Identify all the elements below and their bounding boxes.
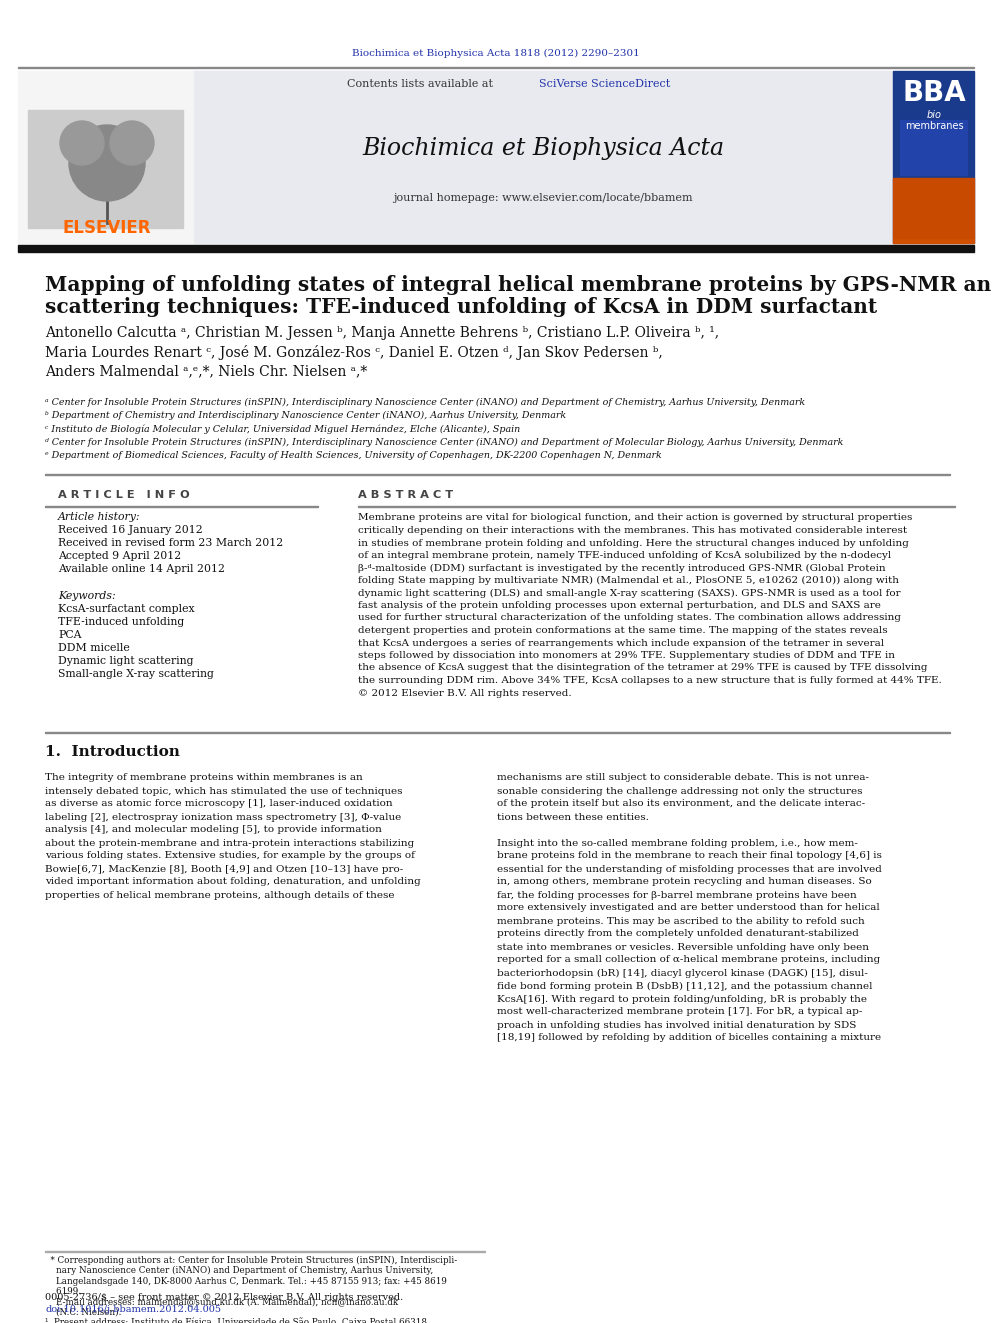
Text: mechanisms are still subject to considerable debate. This is not unrea-: mechanisms are still subject to consider…: [497, 774, 869, 782]
Text: state into membranes or vesicles. Reversible unfolding have only been: state into membranes or vesicles. Revers…: [497, 942, 869, 951]
Bar: [28, 110, 183, 228]
Text: journal homepage: www.elsevier.com/locate/bbamem: journal homepage: www.elsevier.com/locat…: [393, 193, 692, 202]
Text: ᵇ Department of Chemistry and Interdisciplinary Nanoscience Center (iNANO), Aarh: ᵇ Department of Chemistry and Interdisci…: [45, 411, 566, 421]
Text: Antonello Calcutta ᵃ, Christian M. Jessen ᵇ, Manja Annette Behrens ᵇ, Cristiano : Antonello Calcutta ᵃ, Christian M. Jesse…: [45, 325, 719, 340]
Text: more extensively investigated and are better understood than for helical: more extensively investigated and are be…: [497, 904, 880, 913]
Text: ᶜ Instituto de Biología Molecular y Celular, Universidad Miguel Hernández, Elche: ᶜ Instituto de Biología Molecular y Celu…: [45, 425, 520, 434]
Text: membrane proteins. This may be ascribed to the ability to refold such: membrane proteins. This may be ascribed …: [497, 917, 865, 926]
Text: proteins directly from the completely unfolded denaturant-stabilized: proteins directly from the completely un…: [497, 930, 859, 938]
Text: that KcsA undergoes a series of rearrangements which include expansion of the te: that KcsA undergoes a series of rearrang…: [358, 639, 884, 647]
Text: Langelandsgade 140, DK-8000 Aarhus C, Denmark. Tel.: +45 87155 913; fax: +45 861: Langelandsgade 140, DK-8000 Aarhus C, De…: [45, 1277, 446, 1286]
Text: 0005-2736/$ – see front matter © 2012 Elsevier B.V. All rights reserved.: 0005-2736/$ – see front matter © 2012 El…: [45, 1293, 404, 1302]
Text: ᵉ Department of Biomedical Sciences, Faculty of Health Sciences, University of C: ᵉ Department of Biomedical Sciences, Fac…: [45, 451, 662, 460]
Text: * Corresponding authors at: Center for Insoluble Protein Structures (inSPIN), In: * Corresponding authors at: Center for I…: [45, 1256, 457, 1265]
Text: detergent properties and protein conformations at the same time. The mapping of : detergent properties and protein conform…: [358, 626, 888, 635]
Text: Received in revised form 23 March 2012: Received in revised form 23 March 2012: [58, 538, 284, 548]
Text: the surrounding DDM rim. Above 34% TFE, KcsA collapses to a new structure that i: the surrounding DDM rim. Above 34% TFE, …: [358, 676, 941, 685]
Text: fide bond forming protein B (DsbB) [11,12], and the potassium channel: fide bond forming protein B (DsbB) [11,1…: [497, 982, 873, 991]
Text: Bowie[6,7], MacKenzie [8], Booth [4,9] and Otzen [10–13] have pro-: Bowie[6,7], MacKenzie [8], Booth [4,9] a…: [45, 864, 404, 873]
Text: [18,19] followed by refolding by addition of bicelles containing a mixture: [18,19] followed by refolding by additio…: [497, 1033, 881, 1043]
Text: A R T I C L E   I N F O: A R T I C L E I N F O: [58, 490, 189, 500]
Text: Biochimica et Biophysica Acta 1818 (2012) 2290–2301: Biochimica et Biophysica Acta 1818 (2012…: [352, 49, 640, 58]
Text: steps followed by dissociation into monomers at 29% TFE. Supplementary studies o: steps followed by dissociation into mono…: [358, 651, 895, 660]
Text: (N.C. Nielsen).: (N.C. Nielsen).: [45, 1308, 121, 1316]
Text: bacteriorhodopsin (bR) [14], diacyl glycerol kinase (DAGK) [15], disul-: bacteriorhodopsin (bR) [14], diacyl glyc…: [497, 968, 868, 978]
Text: BBA: BBA: [902, 79, 966, 107]
Bar: [18, 245, 974, 251]
Bar: [193, 71, 893, 243]
Text: various folding states. Extensive studies, for example by the groups of: various folding states. Extensive studie…: [45, 852, 415, 860]
Text: Biochimica et Biophysica Acta: Biochimica et Biophysica Acta: [362, 136, 724, 160]
Text: folding State mapping by multivariate NMR) (Malmendal et al., PlosONE 5, e10262 : folding State mapping by multivariate NM…: [358, 576, 899, 585]
Text: ¹  Present address: Instituto de Física, Universidade de São Paulo, Caixa Postal: ¹ Present address: Instituto de Física, …: [45, 1319, 430, 1323]
Text: essential for the understanding of misfolding processes that are involved: essential for the understanding of misfo…: [497, 864, 882, 873]
Text: of an integral membrane protein, namely TFE-induced unfolding of KcsA solubilize: of an integral membrane protein, namely …: [358, 550, 891, 560]
Text: dynamic light scattering (DLS) and small-angle X-ray scattering (SAXS). GPS-NMR : dynamic light scattering (DLS) and small…: [358, 589, 901, 598]
Text: reported for a small collection of α-helical membrane proteins, including: reported for a small collection of α-hel…: [497, 955, 880, 964]
Text: Maria Lourdes Renart ᶜ, José M. González-Ros ᶜ, Daniel E. Otzen ᵈ, Jan Skov Pede: Maria Lourdes Renart ᶜ, José M. González…: [45, 344, 663, 360]
Text: Keywords:: Keywords:: [58, 591, 116, 601]
Text: brane proteins fold in the membrane to reach their final topology [4,6] is: brane proteins fold in the membrane to r…: [497, 852, 882, 860]
Text: Received 16 January 2012: Received 16 January 2012: [58, 525, 202, 534]
Text: analysis [4], and molecular modeling [5], to provide information: analysis [4], and molecular modeling [5]…: [45, 826, 382, 835]
Circle shape: [69, 124, 145, 201]
Text: doi:10.1016/j.bbamem.2012.04.005: doi:10.1016/j.bbamem.2012.04.005: [45, 1306, 221, 1315]
Text: about the protein-membrane and intra-protein interactions stabilizing: about the protein-membrane and intra-pro…: [45, 839, 415, 848]
Bar: [900, 120, 967, 175]
Text: ELSEVIER: ELSEVIER: [62, 220, 151, 237]
Text: used for further structural characterization of the unfolding states. The combin: used for further structural characteriza…: [358, 614, 901, 623]
Text: SciVerse ScienceDirect: SciVerse ScienceDirect: [539, 79, 671, 89]
Text: proach in unfolding studies has involved initial denaturation by SDS: proach in unfolding studies has involved…: [497, 1020, 856, 1029]
Text: 1.  Introduction: 1. Introduction: [45, 745, 180, 759]
Text: Accepted 9 April 2012: Accepted 9 April 2012: [58, 550, 182, 561]
Text: labeling [2], electrospray ionization mass spectrometry [3], Φ-value: labeling [2], electrospray ionization ma…: [45, 812, 401, 822]
Text: sonable considering the challenge addressing not only the structures: sonable considering the challenge addres…: [497, 786, 862, 795]
Text: KcsA-surfactant complex: KcsA-surfactant complex: [58, 605, 194, 614]
Text: as diverse as atomic force microscopy [1], laser-induced oxidation: as diverse as atomic force microscopy [1…: [45, 799, 393, 808]
Text: in, among others, membrane protein recycling and human diseases. So: in, among others, membrane protein recyc…: [497, 877, 872, 886]
Text: properties of helical membrane proteins, although details of these: properties of helical membrane proteins,…: [45, 890, 395, 900]
Circle shape: [110, 120, 154, 165]
Text: Insight into the so-called membrane folding problem, i.e., how mem-: Insight into the so-called membrane fold…: [497, 839, 858, 848]
Text: in studies of membrane protein folding and unfolding. Here the structural change: in studies of membrane protein folding a…: [358, 538, 909, 548]
Text: ᵃ Center for Insoluble Protein Structures (inSPIN), Interdisciplinary Nanoscienc: ᵃ Center for Insoluble Protein Structure…: [45, 397, 806, 406]
Text: vided important information about folding, denaturation, and unfolding: vided important information about foldin…: [45, 877, 421, 886]
Text: Anders Malmendal ᵃ,ᵉ,*, Niels Chr. Nielsen ᵃ,*: Anders Malmendal ᵃ,ᵉ,*, Niels Chr. Niels…: [45, 364, 367, 378]
Bar: [893, 179, 974, 238]
Text: of the protein itself but also its environment, and the delicate interac-: of the protein itself but also its envir…: [497, 799, 865, 808]
Text: DDM micelle: DDM micelle: [58, 643, 130, 654]
Text: Dynamic light scattering: Dynamic light scattering: [58, 656, 193, 665]
Text: The integrity of membrane proteins within membranes is an: The integrity of membrane proteins withi…: [45, 774, 363, 782]
Text: nary Nanoscience Center (iNANO) and Department of Chemistry, Aarhus University,: nary Nanoscience Center (iNANO) and Depa…: [45, 1266, 434, 1275]
Text: far, the folding processes for β-barrel membrane proteins have been: far, the folding processes for β-barrel …: [497, 890, 857, 900]
Text: intensely debated topic, which has stimulated the use of techniques: intensely debated topic, which has stimu…: [45, 786, 403, 795]
Text: 6199.: 6199.: [45, 1287, 81, 1297]
Text: E-mail addresses: malmendal@sund.ku.dk (A. Malmendal), ncn@inano.au.dk: E-mail addresses: malmendal@sund.ku.dk (…: [45, 1298, 398, 1307]
Text: bio: bio: [927, 110, 941, 120]
Text: PCA: PCA: [58, 630, 81, 640]
Text: the absence of KcsA suggest that the disintegration of the tetramer at 29% TFE i: the absence of KcsA suggest that the dis…: [358, 664, 928, 672]
Text: β-ᵈ-maltoside (DDM) surfactant is investigated by the recently introduced GPS-NM: β-ᵈ-maltoside (DDM) surfactant is invest…: [358, 564, 886, 573]
Bar: [893, 238, 974, 243]
Text: Small-angle X-ray scattering: Small-angle X-ray scattering: [58, 669, 214, 679]
Text: Article history:: Article history:: [58, 512, 141, 523]
Text: Contents lists available at: Contents lists available at: [347, 79, 497, 89]
Bar: [893, 71, 974, 243]
Text: Membrane proteins are vital for biological function, and their action is governe: Membrane proteins are vital for biologic…: [358, 513, 913, 523]
Text: A B S T R A C T: A B S T R A C T: [358, 490, 453, 500]
Text: Mapping of unfolding states of integral helical membrane proteins by GPS-NMR and: Mapping of unfolding states of integral …: [45, 275, 992, 295]
Text: tions between these entities.: tions between these entities.: [497, 812, 649, 822]
Text: KcsA[16]. With regard to protein folding/unfolding, bR is probably the: KcsA[16]. With regard to protein folding…: [497, 995, 867, 1004]
Text: © 2012 Elsevier B.V. All rights reserved.: © 2012 Elsevier B.V. All rights reserved…: [358, 688, 571, 697]
Text: membranes: membranes: [905, 120, 963, 131]
Circle shape: [60, 120, 104, 165]
Bar: [18, 71, 193, 243]
Text: scattering techniques: TFE-induced unfolding of KcsA in DDM surfactant: scattering techniques: TFE-induced unfol…: [45, 296, 877, 318]
Text: most well-characterized membrane protein [17]. For bR, a typical ap-: most well-characterized membrane protein…: [497, 1008, 862, 1016]
Text: critically depending on their interactions with the membranes. This has motivate: critically depending on their interactio…: [358, 527, 907, 534]
Text: TFE-induced unfolding: TFE-induced unfolding: [58, 617, 185, 627]
Text: ᵈ Center for Insoluble Protein Structures (inSPIN), Interdisciplinary Nanoscienc: ᵈ Center for Insoluble Protein Structure…: [45, 438, 843, 447]
Text: fast analysis of the protein unfolding processes upon external perturbation, and: fast analysis of the protein unfolding p…: [358, 601, 881, 610]
Text: Available online 14 April 2012: Available online 14 April 2012: [58, 564, 225, 574]
